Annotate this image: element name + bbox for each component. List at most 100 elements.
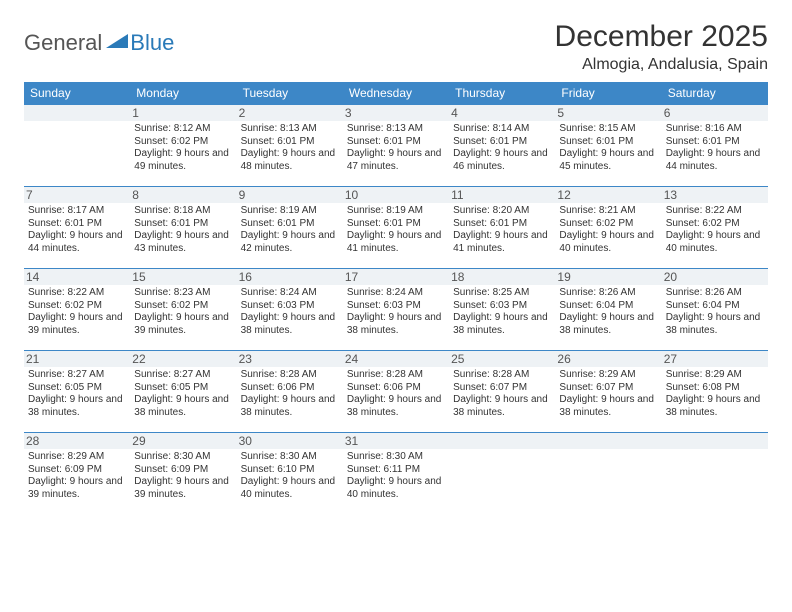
calendar-cell: 6 Sunrise: 8:16 AM Sunset: 6:01 PM Daylig… (662, 105, 768, 187)
day-details: Sunrise: 8:20 AM Sunset: 6:01 PM Dayligh… (453, 205, 551, 255)
day-number: 28 (24, 433, 130, 449)
weekday-header: Saturday (662, 82, 768, 105)
day-details: Sunrise: 8:19 AM Sunset: 6:01 PM Dayligh… (347, 205, 445, 255)
logo-text-general: General (24, 30, 102, 56)
day-number: 1 (130, 105, 236, 121)
day-details: Sunrise: 8:13 AM Sunset: 6:01 PM Dayligh… (347, 123, 445, 173)
day-details: Sunrise: 8:14 AM Sunset: 6:01 PM Dayligh… (453, 123, 551, 173)
calendar-cell: 4Sunrise: 8:14 AM Sunset: 6:01 PM Daylig… (449, 105, 555, 187)
day-number: 9 (237, 187, 343, 203)
day-details: Sunrise: 8:30 AM Sunset: 6:11 PM Dayligh… (347, 451, 445, 501)
day-number: 21 (24, 351, 130, 367)
day-number: 26 (555, 351, 661, 367)
location: Almogia, Andalusia, Spain (555, 56, 768, 74)
calendar-cell: 14 Sunrise: 8:22 AM Sunset: 6:02 PM Dayli… (24, 269, 130, 351)
day-number: 27 (662, 351, 768, 367)
header: General Blue December 2025 Almogia, Anda… (24, 20, 768, 74)
weekday-header: Sunday (24, 82, 130, 105)
day-number: 20 (662, 269, 768, 285)
day-number: 8 (130, 187, 236, 203)
day-number: 23 (237, 351, 343, 367)
day-number: 11 (449, 187, 555, 203)
day-number: 10 (343, 187, 449, 203)
calendar-cell: 21Sunrise: 8:27 AM Sunset: 6:05 PM Dayli… (24, 351, 130, 433)
day-details: Sunrise: 8:16 AM Sunset: 6:01 PM Dayligh… (666, 123, 764, 173)
day-number: 5 (555, 105, 661, 121)
day-details: Sunrise: 8:17 AM Sunset: 6:01 PM Dayligh… (28, 205, 126, 255)
day-number: 6 (662, 105, 768, 121)
calendar-cell: 29 Sunrise: 8:30 AM Sunset: 6:09 PM Dayli… (130, 433, 236, 515)
calendar-row: 21Sunrise: 8:27 AM Sunset: 6:05 PM Dayli… (24, 351, 768, 433)
day-number: 16 (237, 269, 343, 285)
calendar-cell: 19Sunrise: 8:26 AM Sunset: 6:04 PM Dayli… (555, 269, 661, 351)
month-title: December 2025 (555, 20, 768, 54)
day-number: 2 (237, 105, 343, 121)
day-details: Sunrise: 8:27 AM Sunset: 6:05 PM Dayligh… (134, 369, 232, 419)
day-number: 13 (662, 187, 768, 203)
day-number: 25 (449, 351, 555, 367)
calendar-cell: 11 Sunrise: 8:20 AM Sunset: 6:01 PM Dayli… (449, 187, 555, 269)
calendar-cell: 30 Sunrise: 8:30 AM Sunset: 6:10 PM Dayli… (237, 433, 343, 515)
day-details: Sunrise: 8:24 AM Sunset: 6:03 PM Dayligh… (241, 287, 339, 337)
day-number: 14 (24, 269, 130, 285)
calendar-cell: 5Sunrise: 8:15 AM Sunset: 6:01 PM Daylig… (555, 105, 661, 187)
day-details: Sunrise: 8:29 AM Sunset: 6:09 PM Dayligh… (28, 451, 126, 501)
day-details: Sunrise: 8:29 AM Sunset: 6:07 PM Dayligh… (559, 369, 657, 419)
calendar-cell: 25Sunrise: 8:28 AM Sunset: 6:07 PM Dayli… (449, 351, 555, 433)
day-number-empty (555, 433, 661, 449)
calendar-cell: 28 Sunrise: 8:29 AM Sunset: 6:09 PM Dayli… (24, 433, 130, 515)
calendar-cell (449, 433, 555, 515)
calendar-cell: 22 Sunrise: 8:27 AM Sunset: 6:05 PM Dayli… (130, 351, 236, 433)
day-number-empty (662, 433, 768, 449)
calendar-cell: 8 Sunrise: 8:18 AM Sunset: 6:01 PM Daylig… (130, 187, 236, 269)
day-details: Sunrise: 8:28 AM Sunset: 6:06 PM Dayligh… (347, 369, 445, 419)
day-details: Sunrise: 8:22 AM Sunset: 6:02 PM Dayligh… (666, 205, 764, 255)
calendar-cell: 31 Sunrise: 8:30 AM Sunset: 6:11 PM Dayli… (343, 433, 449, 515)
calendar-body: 1 Sunrise: 8:12 AM Sunset: 6:02 PM Daylig… (24, 105, 768, 515)
day-details: Sunrise: 8:23 AM Sunset: 6:02 PM Dayligh… (134, 287, 232, 337)
day-number: 29 (130, 433, 236, 449)
calendar-cell (24, 105, 130, 187)
day-number: 18 (449, 269, 555, 285)
calendar-cell: 9 Sunrise: 8:19 AM Sunset: 6:01 PM Daylig… (237, 187, 343, 269)
weekday-header: Friday (555, 82, 661, 105)
calendar-cell: 27 Sunrise: 8:29 AM Sunset: 6:08 PM Dayli… (662, 351, 768, 433)
day-details: Sunrise: 8:19 AM Sunset: 6:01 PM Dayligh… (241, 205, 339, 255)
day-details: Sunrise: 8:12 AM Sunset: 6:02 PM Dayligh… (134, 123, 232, 173)
calendar-row: 1 Sunrise: 8:12 AM Sunset: 6:02 PM Daylig… (24, 105, 768, 187)
calendar-cell: 18 Sunrise: 8:25 AM Sunset: 6:03 PM Dayli… (449, 269, 555, 351)
day-number: 30 (237, 433, 343, 449)
title-block: December 2025 Almogia, Andalusia, Spain (555, 20, 768, 74)
day-details: Sunrise: 8:24 AM Sunset: 6:03 PM Dayligh… (347, 287, 445, 337)
day-details: Sunrise: 8:22 AM Sunset: 6:02 PM Dayligh… (28, 287, 126, 337)
day-details: Sunrise: 8:18 AM Sunset: 6:01 PM Dayligh… (134, 205, 232, 255)
day-number: 31 (343, 433, 449, 449)
day-details: Sunrise: 8:30 AM Sunset: 6:10 PM Dayligh… (241, 451, 339, 501)
day-number: 3 (343, 105, 449, 121)
day-details: Sunrise: 8:25 AM Sunset: 6:03 PM Dayligh… (453, 287, 551, 337)
day-details: Sunrise: 8:29 AM Sunset: 6:08 PM Dayligh… (666, 369, 764, 419)
day-details: Sunrise: 8:13 AM Sunset: 6:01 PM Dayligh… (241, 123, 339, 173)
triangle-icon (106, 32, 128, 48)
calendar-cell: 17Sunrise: 8:24 AM Sunset: 6:03 PM Dayli… (343, 269, 449, 351)
calendar-cell: 15Sunrise: 8:23 AM Sunset: 6:02 PM Dayli… (130, 269, 236, 351)
logo-text-blue: Blue (130, 30, 174, 56)
weekday-header: Wednesday (343, 82, 449, 105)
calendar-cell: 13 Sunrise: 8:22 AM Sunset: 6:02 PM Dayli… (662, 187, 768, 269)
weekday-header: Thursday (449, 82, 555, 105)
day-details: Sunrise: 8:21 AM Sunset: 6:02 PM Dayligh… (559, 205, 657, 255)
calendar-cell: 10 Sunrise: 8:19 AM Sunset: 6:01 PM Dayli… (343, 187, 449, 269)
calendar-row: 28 Sunrise: 8:29 AM Sunset: 6:09 PM Dayli… (24, 433, 768, 515)
day-details: Sunrise: 8:30 AM Sunset: 6:09 PM Dayligh… (134, 451, 232, 501)
day-number: 22 (130, 351, 236, 367)
calendar-cell: 2 Sunrise: 8:13 AM Sunset: 6:01 PM Daylig… (237, 105, 343, 187)
calendar-cell: 7 Sunrise: 8:17 AM Sunset: 6:01 PM Daylig… (24, 187, 130, 269)
day-number: 7 (24, 187, 130, 203)
day-number-empty (449, 433, 555, 449)
calendar-cell (662, 433, 768, 515)
day-number: 12 (555, 187, 661, 203)
day-number-empty (24, 105, 130, 121)
calendar-row: 7 Sunrise: 8:17 AM Sunset: 6:01 PM Daylig… (24, 187, 768, 269)
day-number: 24 (343, 351, 449, 367)
calendar-cell: 1 Sunrise: 8:12 AM Sunset: 6:02 PM Daylig… (130, 105, 236, 187)
